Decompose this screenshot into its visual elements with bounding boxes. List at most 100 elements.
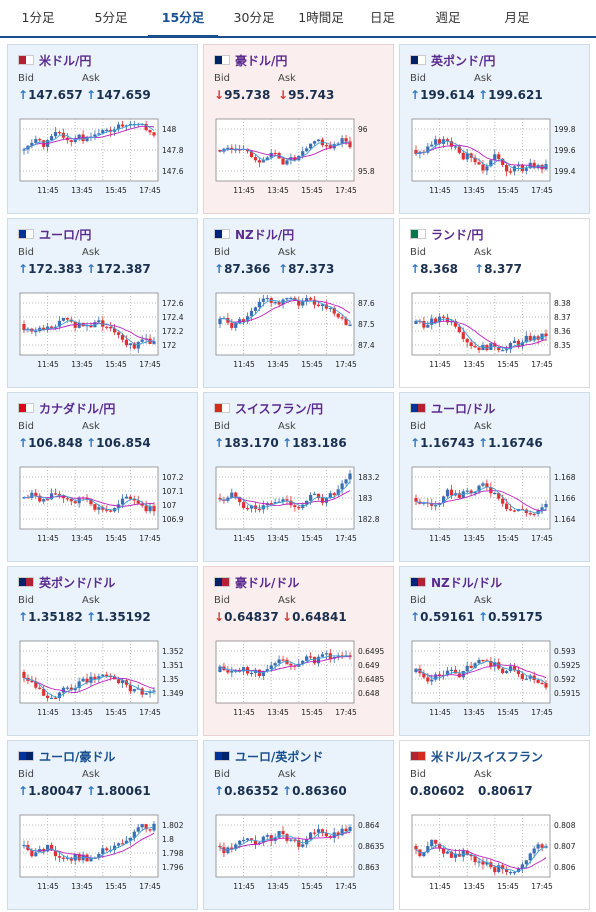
x-tick-label: 11:45 <box>429 882 451 891</box>
pair-name[interactable]: 米ドル/スイスフラン <box>431 749 544 764</box>
pair-name[interactable]: カナダドル/円 <box>39 401 116 416</box>
y-tick-label: 172 <box>162 341 177 350</box>
candle-body <box>414 668 418 672</box>
moving-average-line <box>23 123 155 150</box>
candle-body <box>532 848 536 854</box>
rate-card[interactable]: 英ポンド/円 Bid Ask ↑199.614 ↑199.621 199.8 199.6 19… <box>399 44 590 214</box>
candlestick-chart[interactable]: 0.808 0.807 0.806 11:45 13:45 15:45 17:45 <box>410 809 584 901</box>
candlestick-chart[interactable]: 0.864 0.8635 0.863 11:45 13:45 15:45 17:45 <box>214 809 388 901</box>
candle-body <box>77 854 81 861</box>
x-tick-label: 15:45 <box>301 360 323 369</box>
y-tick-label: 107.1 <box>162 487 184 496</box>
pair-name[interactable]: 米ドル/円 <box>39 53 92 68</box>
x-tick-label: 15:45 <box>497 534 519 543</box>
candle-body <box>528 513 532 515</box>
candle-body <box>97 507 101 510</box>
y-tick-label: 0.863 <box>358 863 380 872</box>
pair-name[interactable]: 英ポンド/円 <box>431 53 496 68</box>
rate-card[interactable]: ランド/円 Bid Ask ↑8.368 ↑8.377 8.38 8.37 8.36 8.35 1… <box>399 218 590 388</box>
pair-name[interactable]: 英ポンド/ドル <box>39 575 116 590</box>
candlestick-chart[interactable]: 87.6 87.5 87.4 11:45 13:45 15:45 17:45 <box>214 287 388 379</box>
candle-body <box>465 490 469 492</box>
tab-0[interactable]: 1分足 <box>21 10 55 25</box>
candle-body <box>77 134 81 139</box>
candlestick-chart[interactable]: 148 147.8 147.6 11:45 13:45 15:45 17:45 <box>18 113 192 205</box>
rate-card[interactable]: 米ドル/円 Bid Ask ↑147.657 ↑147.659 148 147.8 147.6… <box>7 44 198 214</box>
rate-card[interactable]: 豪ドル/円 Bid Ask ↓95.738 ↓95.743 96 95.8 11:45 13:4… <box>203 44 394 214</box>
candle-body <box>301 660 305 664</box>
tab-1[interactable]: 5分足 <box>94 10 128 25</box>
candle-body <box>501 350 505 352</box>
rate-card[interactable]: ユーロ/豪ドル Bid Ask ↑1.80047 ↑1.80061 1.802 1.8 1.7… <box>7 740 198 910</box>
tab-5[interactable]: 日足 <box>369 10 395 25</box>
candle-body <box>414 320 418 324</box>
pair-name[interactable]: ユーロ/豪ドル <box>39 749 116 764</box>
candle-body <box>42 849 46 852</box>
pair-name[interactable]: ユーロ/ドル <box>431 401 496 416</box>
rate-card[interactable]: ユーロ/ドル Bid Ask ↑1.16743 ↑1.16746 1.168 1.166 1.… <box>399 392 590 562</box>
candlestick-chart[interactable]: 0.593 0.5925 0.592 0.5915 11:45 13:45 15:45 17:… <box>410 635 584 727</box>
pair-name[interactable]: 豪ドル/円 <box>235 53 288 68</box>
candle-body <box>312 141 317 144</box>
pair-name[interactable]: ユーロ/英ポンド <box>235 749 324 764</box>
rate-card[interactable]: NZドル/円 Bid Ask ↑87.366 ↑87.373 87.6 87.5 87.4 11… <box>203 218 394 388</box>
moving-average-line <box>23 495 155 507</box>
candlestick-chart[interactable]: 199.8 199.6 199.4 11:45 13:45 15:45 17:45 <box>410 113 584 205</box>
chart-svg: 107.2 107.1 107 106.9 11:45 13:45 15:45 17:45 <box>19 466 184 543</box>
pair-name[interactable]: ランド/円 <box>431 227 484 242</box>
rate-card[interactable]: 米ドル/スイスフラン Bid Ask 0.80602 0.80617 0.808 0.807… <box>399 740 590 910</box>
pair-name[interactable]: スイスフラン/円 <box>235 401 324 416</box>
ask-price: ↓0.64841 <box>282 610 347 624</box>
candlestick-chart[interactable]: 1.168 1.166 1.164 11:45 13:45 15:45 17:45 <box>410 461 584 553</box>
candle-body <box>53 850 58 857</box>
rate-card[interactable]: 英ポンド/ドル Bid Ask ↑1.35182 ↑1.35192 1.352 1.351 1… <box>7 566 198 736</box>
tab-2[interactable]: 15分足 <box>148 0 218 38</box>
candle-body <box>148 506 152 512</box>
y-tick-label: 1.35 <box>162 675 179 684</box>
candle-body <box>128 684 132 692</box>
candle-body <box>140 688 144 695</box>
tab-6[interactable]: 週足 <box>435 10 461 25</box>
rate-card[interactable]: ユーロ/英ポンド Bid Ask ↑0.86352 ↑0.86360 0.864 0.863… <box>203 740 394 910</box>
candle-body <box>136 688 140 690</box>
pair-name[interactable]: NZドル/ドル <box>431 575 503 590</box>
pair-name[interactable]: 豪ドル/ドル <box>235 575 300 590</box>
rate-card[interactable]: ユーロ/円 Bid Ask ↑172.383 ↑172.387 172.6 172.4 172… <box>7 218 198 388</box>
pair-name[interactable]: ユーロ/円 <box>39 227 92 242</box>
candle-body <box>336 832 340 836</box>
tab-7[interactable]: 月足 <box>504 10 530 25</box>
candle-body <box>422 502 426 504</box>
candle-body <box>445 670 450 675</box>
candle-body <box>61 132 65 138</box>
candle-body <box>434 139 438 145</box>
pair-name[interactable]: NZドル/円 <box>235 227 295 242</box>
candle-body <box>253 307 258 311</box>
candle-body <box>508 171 513 173</box>
candle-body <box>238 840 242 845</box>
candlestick-chart[interactable]: 96 95.8 11:45 13:45 15:45 17:45 <box>214 113 388 205</box>
candlestick-chart[interactable]: 0.6495 0.649 0.6485 0.648 11:45 13:45 15:45 17:… <box>214 635 388 727</box>
candle-body <box>540 844 544 848</box>
candlestick-chart[interactable]: 8.38 8.37 8.36 8.35 11:45 13:45 15:45 17:45 <box>410 287 584 379</box>
candlestick-chart[interactable]: 1.802 1.8 1.798 1.796 11:45 13:45 15:45 17:45 <box>18 809 192 901</box>
candle-body <box>309 832 313 840</box>
tab-4[interactable]: 1時間足 <box>298 10 344 25</box>
candle-body <box>234 149 238 151</box>
candle-body <box>128 837 132 841</box>
x-tick-label: 17:45 <box>335 534 357 543</box>
candle-body <box>124 680 129 685</box>
candle-body <box>493 867 497 873</box>
rate-card[interactable]: NZドル/ドル Bid Ask ↑0.59161 ↑0.59175 0.593 0.5925… <box>399 566 590 736</box>
candlestick-chart[interactable]: 172.6 172.4 172.2 172 11:45 13:45 15:45 17:45 <box>18 287 192 379</box>
rate-card[interactable]: スイスフラン/円 Bid Ask ↑183.170 ↑183.186 183.2 183 18… <box>203 392 394 562</box>
candle-body <box>344 479 348 484</box>
y-tick-label: 96 <box>358 125 368 134</box>
candlestick-chart[interactable]: 183.2 183 182.8 11:45 13:45 15:45 17:45 <box>214 461 388 553</box>
candlestick-chart[interactable]: 1.352 1.351 1.35 1.349 11:45 13:45 15:45 17:45 <box>18 635 192 727</box>
rate-card[interactable]: 豪ドル/ドル Bid Ask ↓0.64837 ↓0.64841 0.6495 0.649 0… <box>203 566 394 736</box>
candle-body <box>97 676 101 680</box>
candle-body <box>309 494 313 501</box>
rate-card[interactable]: カナダドル/円 Bid Ask ↑106.848 ↑106.854 107.2 107.1 1… <box>7 392 198 562</box>
candlestick-chart[interactable]: 107.2 107.1 107 106.9 11:45 13:45 15:45 17:45 <box>18 461 192 553</box>
tab-3[interactable]: 30分足 <box>233 10 275 25</box>
